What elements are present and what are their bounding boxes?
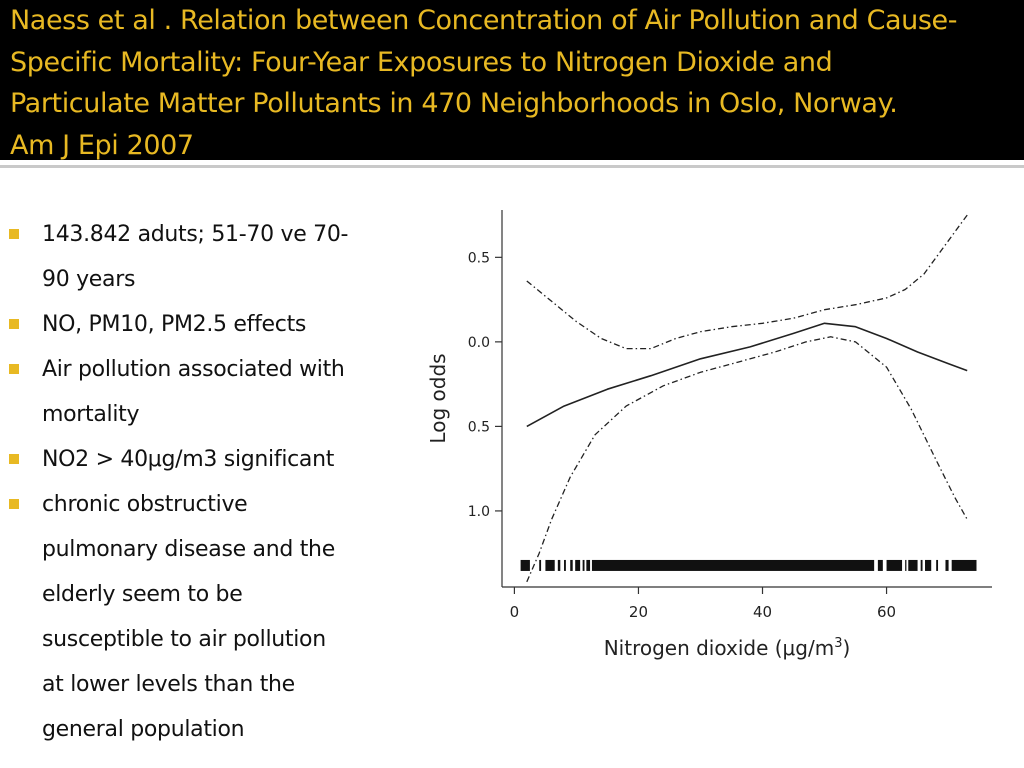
rug-segment (545, 559, 555, 571)
rug-segment (582, 559, 585, 571)
log-odds-chart: 0.5 0.0 0.5 1.0 0 20 40 60 Nitrogen dioxide (μg/… (426, 210, 992, 660)
x-axis-label-superscript: 3 (834, 636, 842, 651)
rug-segment (586, 559, 591, 571)
rug-segment (591, 559, 875, 571)
bullet-marker-icon (9, 454, 19, 464)
title-line: Specific Mortality: Four-Year Exposures … (10, 46, 833, 78)
rug-segment (945, 559, 949, 571)
bullet-text: 143.842 aduts; 51-70 ve 70- (42, 222, 349, 247)
rug-segment (886, 559, 903, 571)
bullet-item: 143.842 aduts; 51-70 ve 70- 90 years (0, 212, 420, 302)
bullet-text: at lower levels than the (42, 672, 295, 697)
rug-segment (936, 559, 939, 571)
x-tick-label: 20 (629, 603, 648, 621)
confidence-band-line (526, 336, 968, 583)
rug-segment (570, 559, 573, 571)
y-tick-label: 0.5 (468, 419, 490, 435)
confidence-band-line (526, 214, 968, 350)
bullet-marker-icon (9, 499, 19, 509)
x-tick-label: 40 (753, 603, 772, 621)
bullet-text: NO, PM10, PM2.5 effects (42, 312, 307, 337)
bullet-item: Air pollution associated with mortality (0, 347, 420, 437)
rug-segment (951, 559, 977, 571)
rug-segment (575, 559, 581, 571)
bullet-marker-icon (9, 364, 19, 374)
title-line: Am J Epi 2007 (10, 129, 194, 161)
y-tick-label: 0.0 (468, 335, 490, 351)
bullet-text: susceptible to air pollution (42, 627, 326, 652)
slide-title: Naess et al . Relation between Concentra… (10, 0, 1020, 166)
title-line: Particulate Matter Pollutants in 470 Nei… (10, 88, 898, 119)
bullet-text: chronic obstructive (42, 492, 248, 517)
y-axis-label: Log odds (426, 353, 450, 443)
rug-segment (564, 559, 566, 571)
bullet-text: mortality (42, 402, 140, 427)
bullet-list: 143.842 aduts; 51-70 ve 70- 90 years NO, P… (0, 212, 420, 752)
rug-segment (877, 559, 883, 571)
rug-segment (908, 559, 918, 571)
title-divider (0, 165, 1024, 168)
rug-segment (925, 559, 932, 571)
x-tick-label: 0 (510, 603, 520, 621)
x-axis-label-text: Nitrogen dioxide (μg/m (604, 636, 834, 660)
rug-segment (539, 559, 542, 571)
rug-segment (905, 559, 907, 571)
bullet-marker-icon (9, 319, 19, 329)
title-line: Naess et al . Relation between Concentra… (10, 5, 958, 36)
rug-segment (557, 559, 561, 571)
bullet-text: Air pollution associated with (42, 357, 345, 382)
bullet-item: NO, PM10, PM2.5 effects (0, 302, 420, 347)
y-tick-label: 0.5 (468, 250, 490, 266)
bullet-text: NO2 > 40μg/m3 significant (42, 447, 335, 472)
bullet-marker-icon (9, 229, 19, 239)
bullet-item: chronic obstructive pulmonary disease and… (0, 482, 420, 752)
bullet-text: 90 years (42, 267, 136, 292)
rug-segment (520, 559, 530, 571)
title-bar: Naess et al . Relation between Concentra… (0, 0, 1024, 161)
bullet-item: NO2 > 40μg/m3 significant (0, 437, 420, 482)
bullet-text: elderly seem to be (42, 582, 243, 607)
bullet-text: general population (42, 717, 245, 742)
x-axis-label-end: ) (842, 636, 850, 660)
estimate-line (526, 322, 968, 428)
rug-segment (920, 559, 923, 571)
x-axis-label: Nitrogen dioxide (μg/m3) (604, 636, 851, 660)
y-tick-label: 1.0 (468, 504, 490, 520)
bullet-text: pulmonary disease and the (42, 537, 335, 562)
x-tick-label: 60 (877, 603, 896, 621)
